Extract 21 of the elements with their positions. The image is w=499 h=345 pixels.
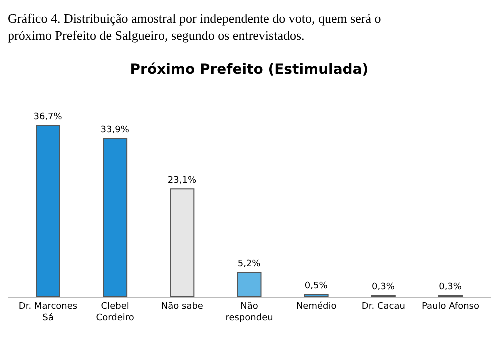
text: Gráfico 4. Distribuição amostral por independente do voto, quem será o próximo Prefeito de Salgueiro, segundo os entrevistados. <box>8 11 382 43</box>
bar <box>237 272 262 297</box>
x-tick-label: Clebel Cordeiro <box>96 302 135 324</box>
x-tick-label: Nemédio <box>296 300 338 312</box>
x-tick-label: Paulo Afonso <box>422 302 480 312</box>
data-label: 0,3% <box>372 282 396 293</box>
x-tick-label: Dr. Cacau <box>362 302 406 312</box>
data-label: 23,1% <box>168 176 197 186</box>
bar <box>170 188 195 297</box>
data-label: 36,7% <box>34 112 63 123</box>
data-label: 33,9% <box>100 126 130 136</box>
chart-title: Próximo Prefeito (Estimulada) <box>130 62 369 78</box>
x-tick-label: Não sabe <box>161 302 204 312</box>
bar <box>36 125 60 297</box>
bar <box>304 294 329 297</box>
bar <box>103 138 128 297</box>
data-label: 0,5% <box>304 282 328 292</box>
x-tick-label: Dr. Marcones Sá <box>18 302 78 324</box>
x-tick-label: Não respondeu <box>226 302 274 324</box>
data-label: 0,3% <box>439 282 462 293</box>
data-label: 5,2% <box>238 260 262 270</box>
